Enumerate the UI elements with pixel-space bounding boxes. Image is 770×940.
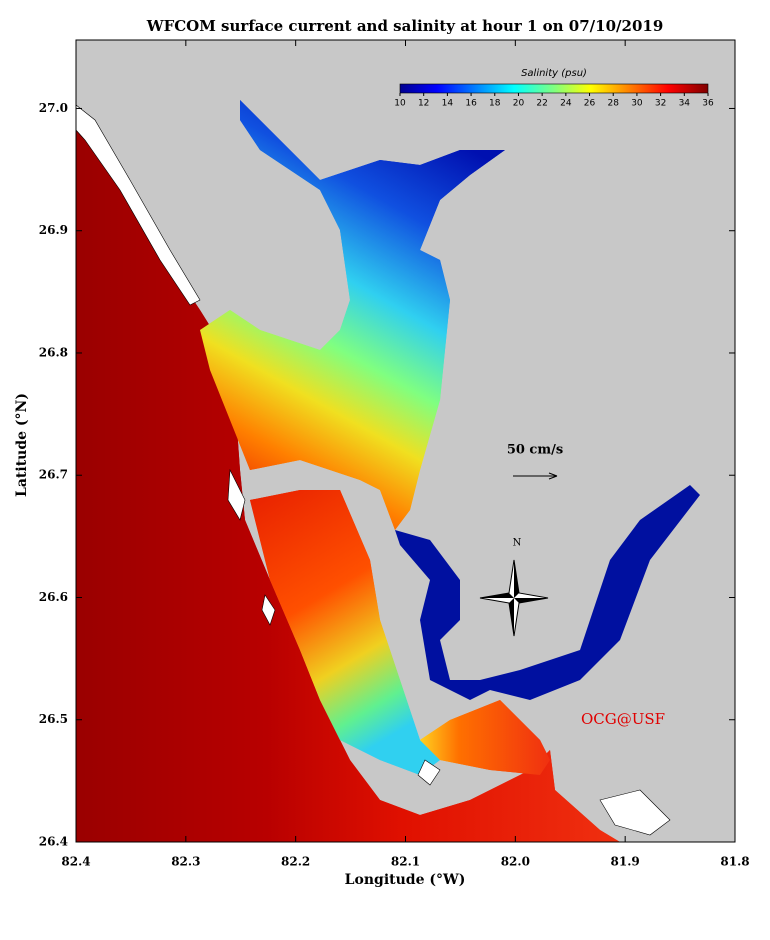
scale-arrow-head	[548, 472, 558, 480]
title: WFCOM surface current and salinity at ho…	[146, 17, 664, 35]
y-tick-label: 26.9	[39, 223, 68, 237]
colorbar-tick-label: 30	[631, 99, 643, 109]
x-tick-label: 82.4	[61, 855, 90, 869]
colorbar-tick-label: 18	[489, 99, 501, 109]
colorbar-tick-label: 36	[702, 99, 714, 109]
colorbar-tick-label: 10	[394, 99, 406, 109]
y-tick-label: 26.7	[39, 468, 68, 482]
map-area	[76, 40, 735, 842]
colorbar-tick-label: 16	[465, 99, 477, 109]
caloosahatchee-river	[395, 485, 700, 700]
colorbar-tick-label: 32	[655, 99, 666, 109]
colorbar-title: Salinity (psu)	[521, 68, 587, 79]
y-tick-label: 26.5	[39, 712, 68, 726]
x-tick-label: 82.3	[171, 855, 200, 869]
y-tick-label: 26.8	[39, 345, 68, 359]
scale-label: 50 cm/s	[507, 443, 563, 458]
north-label: N	[513, 538, 522, 549]
x-tick-label: 81.9	[611, 855, 640, 869]
colorbar-tick-label: 14	[442, 99, 454, 109]
x-tick-label: 82.1	[391, 855, 420, 869]
y-tick-label: 27.0	[39, 101, 68, 115]
y-tick-label: 26.6	[39, 590, 68, 604]
credit: OCG@USF	[581, 710, 665, 728]
colorbar-tick-label: 28	[608, 99, 620, 109]
x-axis-label: Longitude (°W)	[345, 872, 466, 888]
y-tick-label: 26.4	[39, 835, 68, 849]
x-tick-label: 82.0	[501, 855, 530, 869]
x-tick-label: 81.8	[720, 855, 749, 869]
colorbar-tick-label: 24	[560, 99, 572, 109]
x-tick-label: 82.2	[281, 855, 310, 869]
colorbar-tick-label: 22	[536, 99, 547, 109]
colorbar	[399, 83, 709, 94]
colorbar-tick-label: 26	[584, 99, 596, 109]
y-axis-label: Latitude (°N)	[14, 393, 30, 497]
colorbar-tick-label: 34	[679, 99, 691, 109]
barrier-islands	[76, 104, 671, 836]
compass-shade	[480, 560, 548, 636]
colorbar-tick-label: 12	[418, 99, 429, 109]
colorbar-tick-label: 20	[513, 99, 525, 109]
